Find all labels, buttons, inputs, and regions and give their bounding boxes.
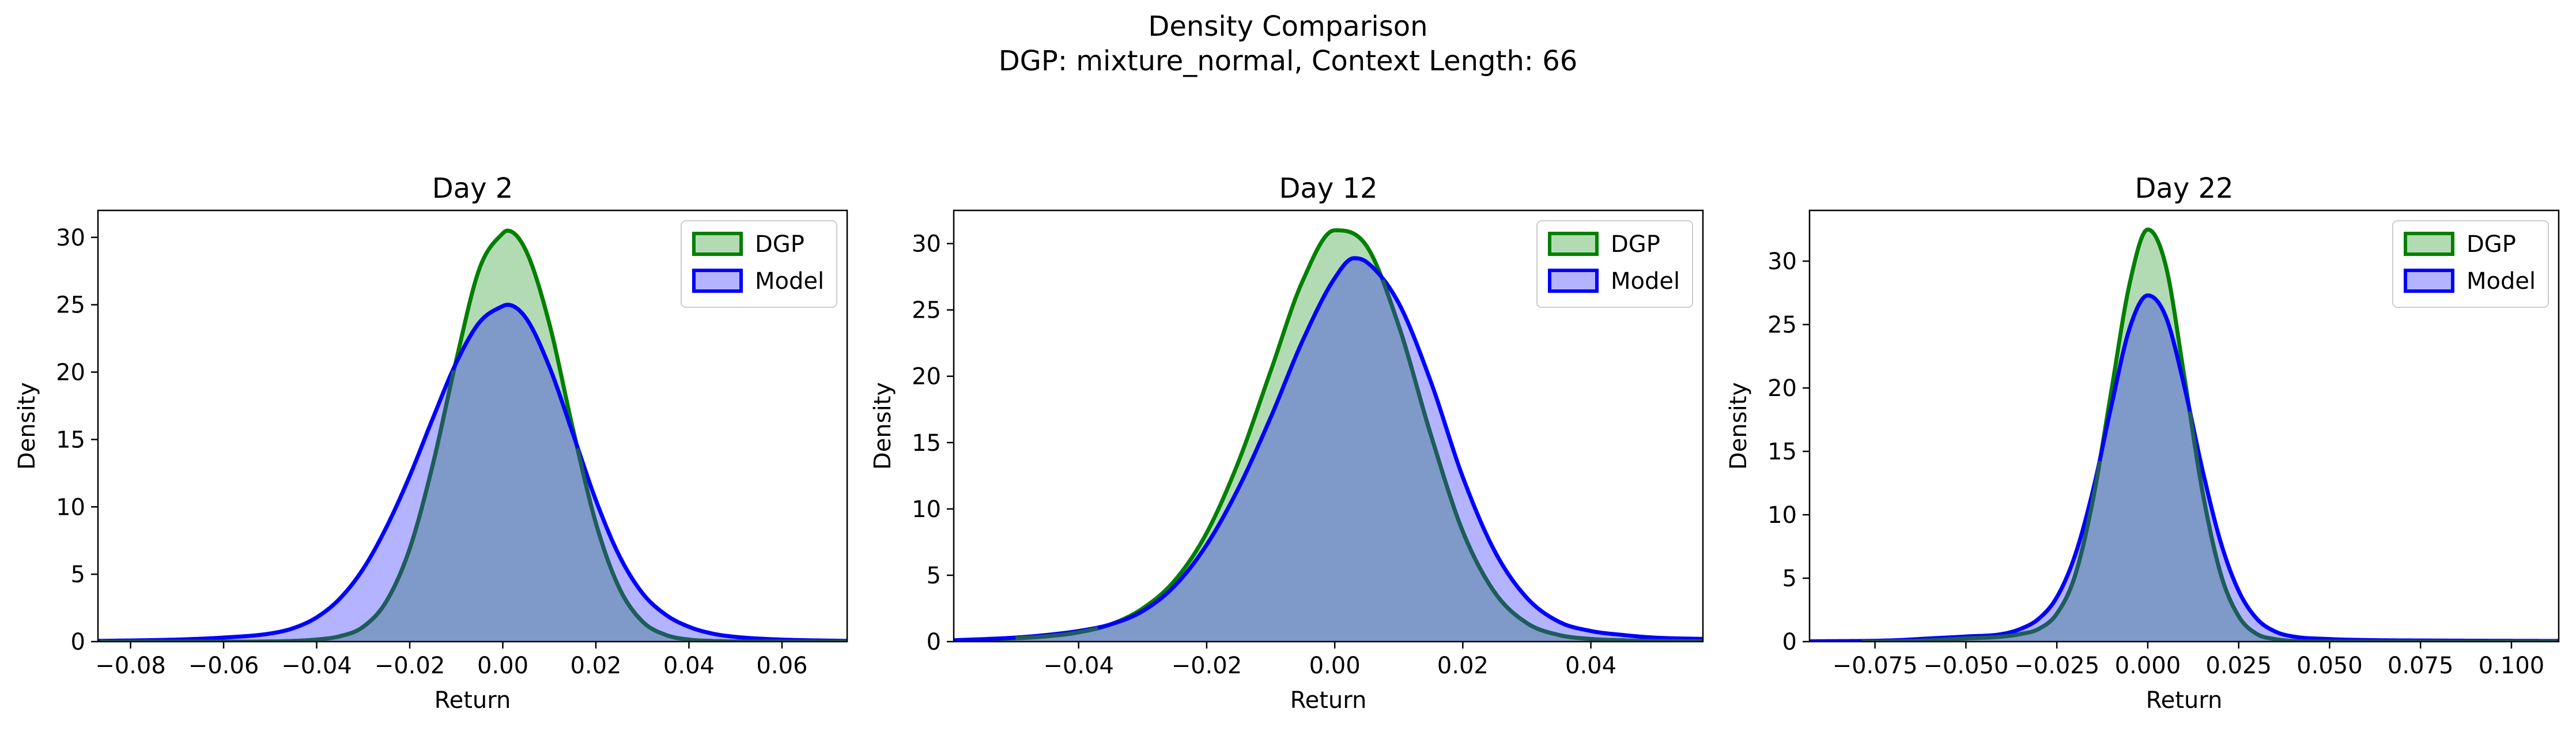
y-axis-label: Density xyxy=(870,382,896,470)
x-tick-label: −0.02 xyxy=(375,653,445,679)
x-tick-label: 0.04 xyxy=(1565,653,1616,679)
axes-frame xyxy=(953,209,1704,643)
y-tick-label: 20 xyxy=(912,364,941,390)
legend-swatch-dgp xyxy=(692,232,743,256)
y-tick-label: 30 xyxy=(1767,248,1797,275)
x-tick-label: −0.075 xyxy=(1833,653,1918,679)
legend-swatch-dgp xyxy=(2404,232,2454,256)
y-tick-label: 25 xyxy=(912,297,941,324)
subplot-3: −0.075 −0.050 −0.025 0.000 0.025 0.050 0.075 0.… xyxy=(1725,172,2560,714)
legend: DGP Model xyxy=(1536,220,1693,308)
legend-swatch-model xyxy=(692,269,743,293)
x-tick-label: 0.000 xyxy=(2115,653,2181,679)
legend-label-model: Model xyxy=(755,268,824,295)
x-tick-label: −0.06 xyxy=(188,653,259,679)
y-axis-label: Density xyxy=(1725,382,1752,470)
figure-subtitle: DGP: mixture_normal, Context Length: 66 xyxy=(999,45,1578,77)
legend: DGP Model xyxy=(2392,220,2549,308)
x-tick-label: 0.04 xyxy=(663,653,715,679)
x-tick-label: 0.075 xyxy=(2388,653,2454,679)
x-tick-label: −0.02 xyxy=(1172,653,1242,679)
y-tick-label: 25 xyxy=(56,292,85,319)
y-tick-label: 10 xyxy=(912,496,941,523)
x-axis-label: Return xyxy=(435,687,511,714)
axes-frame xyxy=(97,209,848,643)
subplot-title: Day 22 xyxy=(2135,172,2233,205)
y-tick-label: 5 xyxy=(1782,566,1797,592)
dgp-line-under-model xyxy=(1015,279,1703,642)
x-tick-label: 0.025 xyxy=(2205,653,2272,679)
y-tick-label: 0 xyxy=(71,629,85,655)
y-tick-label: 5 xyxy=(927,563,941,589)
x-tick-label: −0.04 xyxy=(1043,653,1114,679)
legend-swatch-dgp xyxy=(1548,232,1599,256)
series-line-model xyxy=(98,303,847,642)
figure-title: Density Comparison xyxy=(1148,10,1427,43)
legend-swatch-model xyxy=(2404,269,2454,293)
y-tick-label: 25 xyxy=(1767,312,1797,338)
legend-label-dgp: DGP xyxy=(2467,231,2516,258)
axes-frame xyxy=(1808,209,2560,643)
y-tick-label: 5 xyxy=(71,561,85,588)
legend-label-dgp: DGP xyxy=(1611,231,1660,258)
legend-label-dgp: DGP xyxy=(755,231,804,258)
x-axis-label: Return xyxy=(2146,687,2223,714)
y-tick-label: 10 xyxy=(1767,502,1797,529)
legend: DGP Model xyxy=(681,220,837,308)
legend-label-model: Model xyxy=(1611,268,1680,295)
x-tick-label: 0.02 xyxy=(570,653,621,679)
y-tick-label: 15 xyxy=(912,430,941,457)
y-tick-label: 0 xyxy=(1782,629,1797,655)
x-tick-label: 0.00 xyxy=(477,653,528,679)
x-tick-label: 0.100 xyxy=(2479,653,2545,679)
x-tick-label: −0.025 xyxy=(2014,653,2099,679)
overlap-fill xyxy=(98,304,847,642)
x-tick-label: 0.00 xyxy=(1309,653,1361,679)
y-tick-label: 30 xyxy=(56,225,85,251)
x-tick-label: 0.06 xyxy=(756,653,807,679)
y-tick-label: 15 xyxy=(1767,439,1797,465)
subplot-1: −0.08 −0.06 −0.04 −0.02 0.00 0.02 0.04 0.06 0 5 10… xyxy=(14,172,848,714)
y-tick-label: 20 xyxy=(1767,375,1797,402)
subplot-title: Day 12 xyxy=(1279,172,1377,205)
y-axis-label: Density xyxy=(14,382,40,470)
x-tick-label: −0.04 xyxy=(281,653,352,679)
x-tick-label: −0.050 xyxy=(1923,653,2008,679)
overlap-fill xyxy=(954,258,1703,642)
subplot-title: Day 2 xyxy=(432,172,513,205)
legend-label-model: Model xyxy=(2467,268,2536,295)
y-tick-label: 10 xyxy=(56,494,85,521)
plot-area xyxy=(954,228,1703,642)
x-tick-label: 0.02 xyxy=(1437,653,1489,679)
x-tick-label: 0.050 xyxy=(2297,653,2363,679)
y-tick-label: 30 xyxy=(912,231,941,258)
y-tick-label: 15 xyxy=(56,427,85,453)
x-tick-label: −0.08 xyxy=(95,653,166,679)
y-tick-label: 20 xyxy=(56,360,85,386)
subplot-2: −0.04 −0.02 0.00 0.02 0.04 0 5 10 15 20 25 30 Day 12… xyxy=(870,172,1704,714)
x-axis-label: Return xyxy=(1290,687,1367,714)
y-tick-label: 0 xyxy=(927,629,941,655)
overlap-fill xyxy=(1810,295,2559,642)
legend-swatch-model xyxy=(1548,269,1599,293)
